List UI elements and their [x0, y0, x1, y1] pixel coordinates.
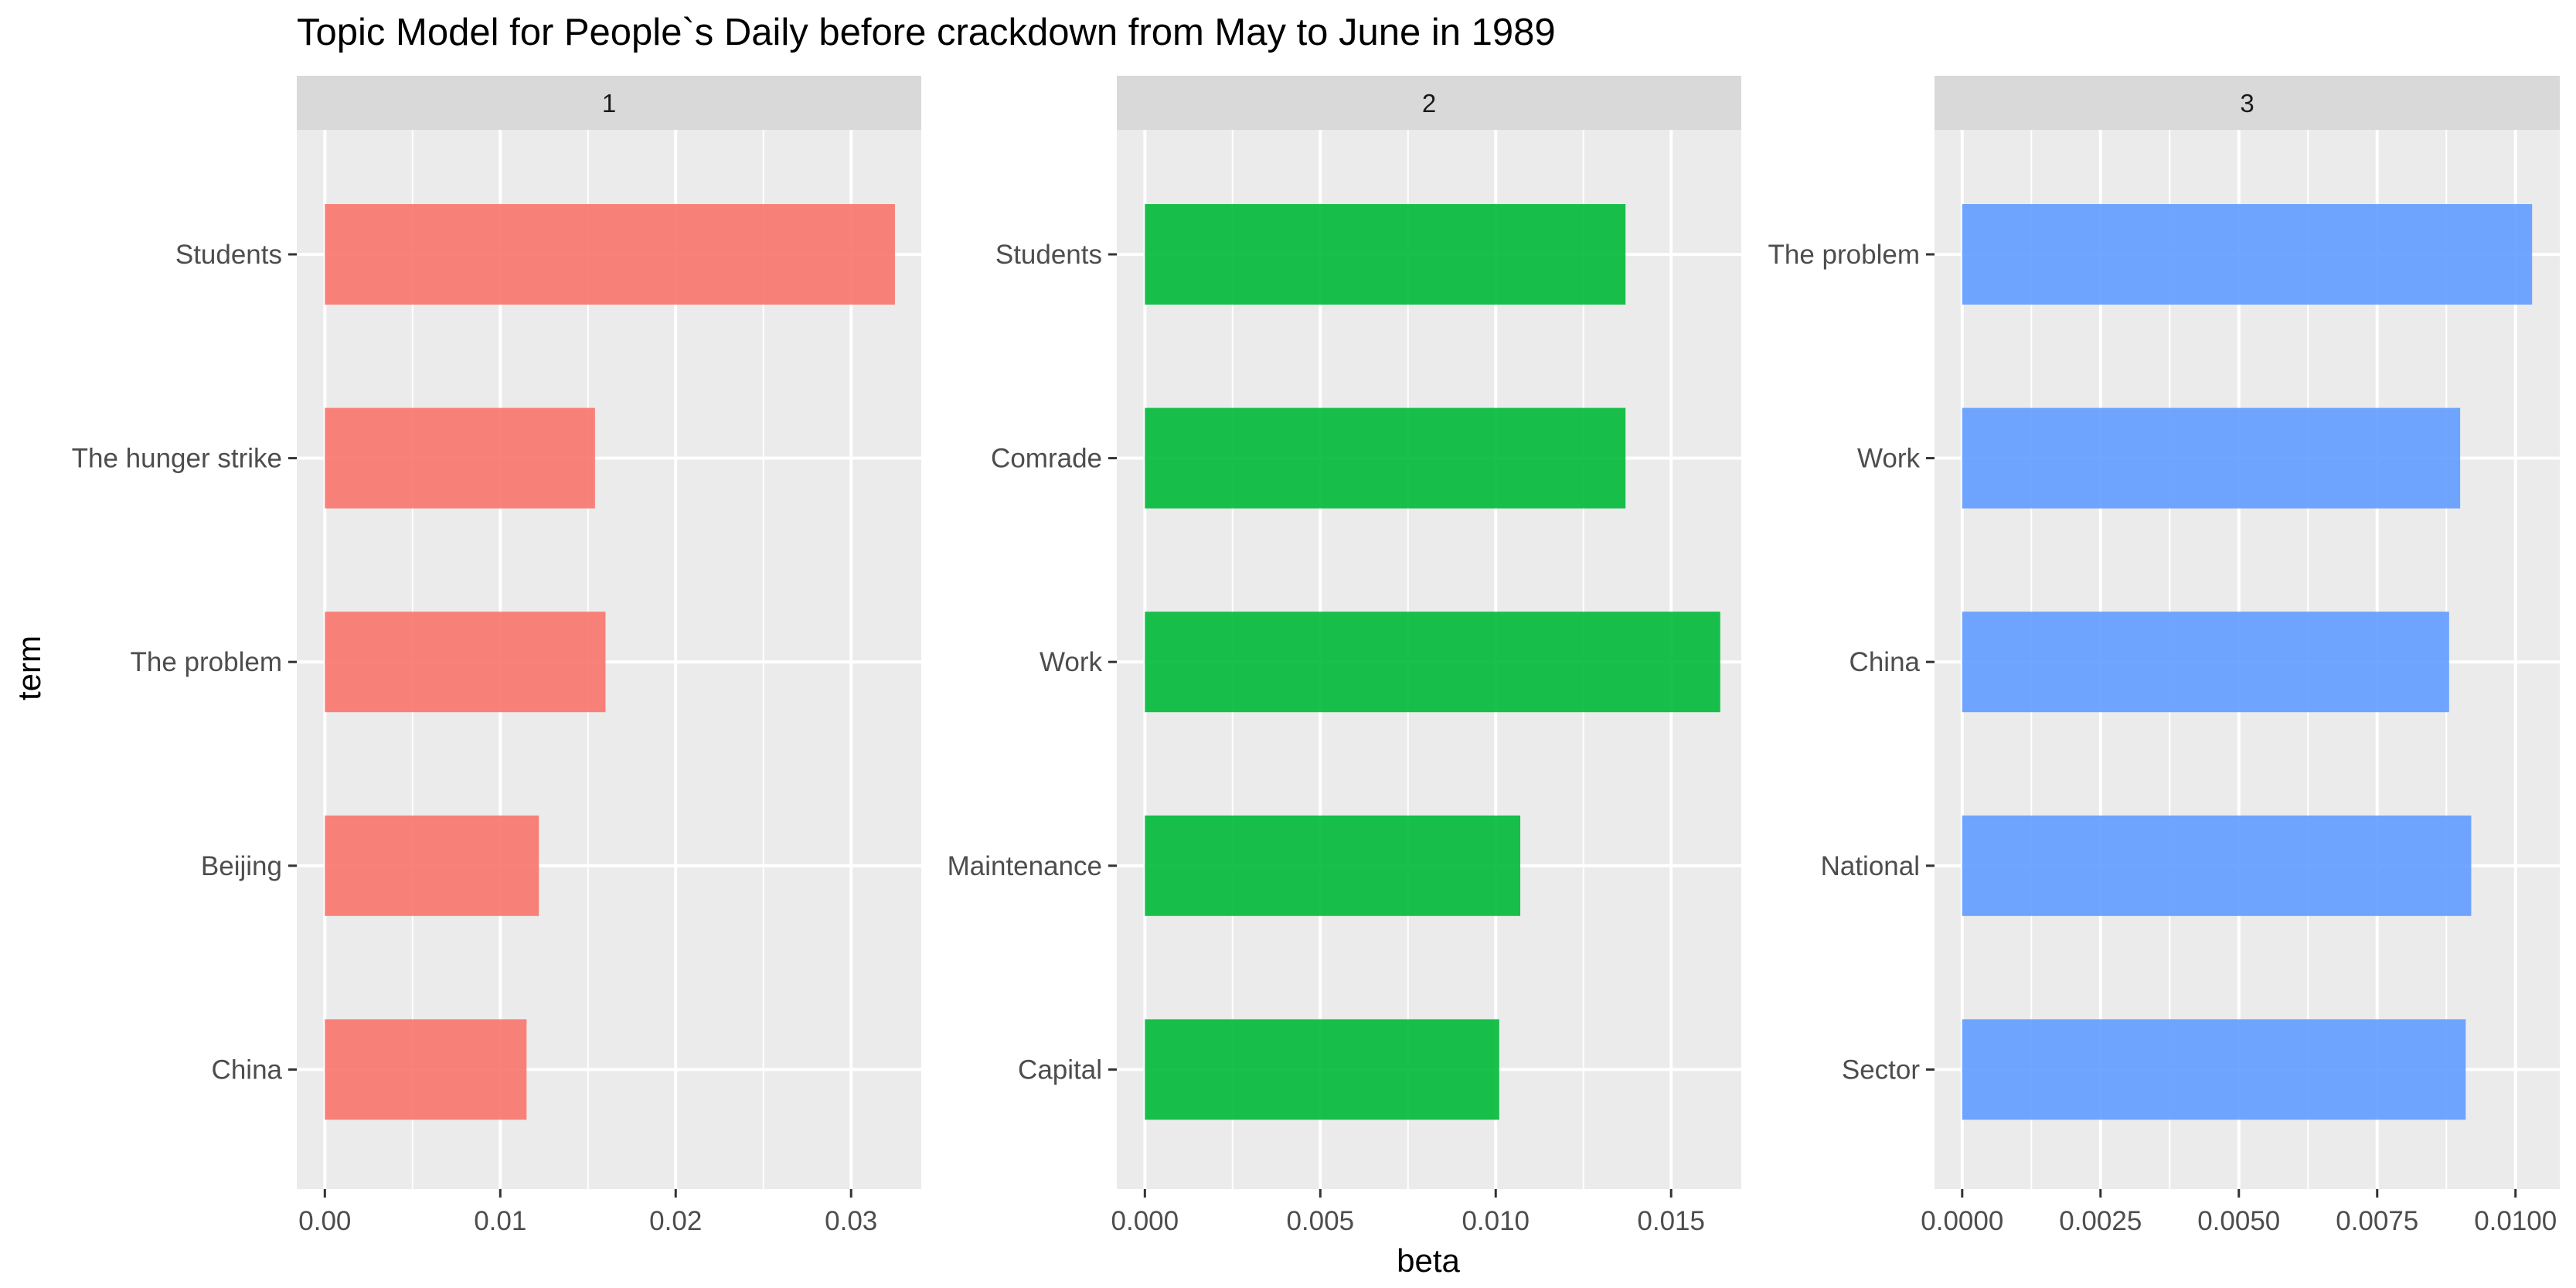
facet-strip-label: 3 — [2240, 89, 2254, 118]
bar-2-3 — [1145, 612, 1720, 713]
y-tick-label: The hunger strike — [72, 444, 282, 474]
bar-1-2 — [325, 407, 595, 509]
y-tick-label: Maintenance — [948, 851, 1102, 881]
x-tick-label: 0.015 — [1637, 1206, 1705, 1236]
facet-strip-label: 2 — [1422, 89, 1436, 118]
y-tick-label: Work — [1040, 647, 1103, 677]
bar-2-1 — [1145, 204, 1626, 305]
facet-strip — [297, 76, 921, 130]
y-axis-title: term — [11, 635, 47, 700]
y-tick-label: Students — [175, 240, 282, 270]
bar-3-4 — [1962, 815, 2472, 916]
x-tick-label: 0.0075 — [2336, 1206, 2418, 1236]
bar-2-5 — [1145, 1019, 1499, 1120]
y-tick-label: Work — [1857, 444, 1921, 474]
bar-1-1 — [325, 204, 895, 305]
x-tick-label: 0.00 — [298, 1206, 351, 1236]
bar-1-3 — [325, 612, 606, 713]
facet-panel-2: 2 Students Comrade Work Maintenance Capital 0.… — [948, 76, 1741, 1236]
facet-panel-1: 1 Students The hunger strike The problem Bei… — [72, 76, 921, 1236]
x-tick-label: 0.0000 — [1921, 1206, 2003, 1236]
x-tick-label: 0.0025 — [2059, 1206, 2142, 1236]
x-tick-label: 0.02 — [649, 1206, 702, 1236]
chart-title: Topic Model for People`s Daily before cr… — [297, 12, 1556, 53]
x-tick-label: 0.000 — [1111, 1206, 1179, 1236]
bar-3-3 — [1962, 612, 2449, 713]
bar-2-2 — [1145, 407, 1626, 509]
y-tick-label: Comrade — [991, 444, 1102, 474]
bar-3-5 — [1962, 1019, 2466, 1120]
facet-panel-3: 3 The problem Work China National Sector 0.000… — [1768, 76, 2560, 1236]
y-tick-label: Students — [995, 240, 1102, 270]
y-tick-label: Capital — [1018, 1055, 1102, 1085]
x-axis-title: beta — [1397, 1242, 1460, 1279]
bar-1-5 — [325, 1019, 527, 1120]
facet-strip — [1117, 76, 1741, 130]
y-tick-label: China — [212, 1055, 283, 1085]
bar-3-1 — [1962, 204, 2533, 305]
bar-3-2 — [1962, 407, 2461, 509]
x-tick-label: 0.010 — [1462, 1206, 1530, 1236]
x-tick-label: 0.005 — [1286, 1206, 1354, 1236]
y-tick-label: Beijing — [201, 851, 282, 881]
x-tick-label: 0.0100 — [2474, 1206, 2557, 1236]
y-tick-label: Sector — [1842, 1055, 1920, 1085]
facet-strip — [1935, 76, 2560, 130]
x-tick-label: 0.01 — [474, 1206, 526, 1236]
bar-2-4 — [1145, 815, 1521, 916]
y-tick-label: The problem — [131, 647, 282, 677]
bar-1-4 — [325, 815, 539, 916]
facet-strip-label: 1 — [602, 89, 616, 118]
facet-panels: 1 Students The hunger strike The problem Bei… — [72, 76, 2560, 1236]
x-tick-label: 0.03 — [825, 1206, 877, 1236]
x-tick-label: 0.0050 — [2197, 1206, 2280, 1236]
y-tick-label: National — [1821, 851, 1920, 881]
y-tick-label: China — [1849, 647, 1921, 677]
y-tick-label: The problem — [1768, 240, 1920, 270]
